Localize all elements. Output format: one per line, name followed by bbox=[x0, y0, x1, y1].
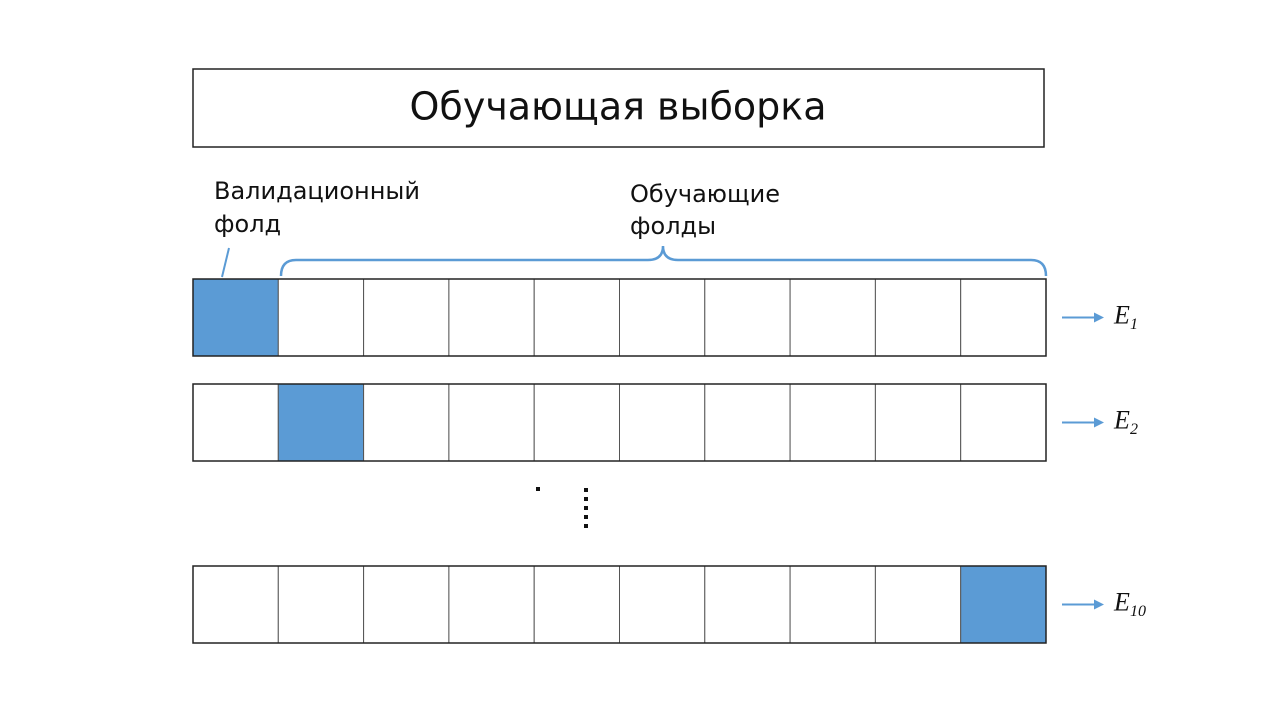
training-fold bbox=[704, 383, 791, 462]
error-subscript: 1 bbox=[1130, 316, 1138, 333]
title: Обучающая выборка bbox=[409, 85, 826, 129]
row-border bbox=[192, 383, 1047, 462]
training-fold bbox=[192, 383, 279, 462]
training-fold bbox=[448, 383, 535, 462]
training-fold bbox=[277, 565, 365, 644]
training-fold bbox=[874, 383, 962, 462]
training-fold bbox=[874, 565, 962, 644]
training-fold bbox=[192, 565, 279, 644]
training-fold bbox=[448, 278, 535, 357]
training-fold bbox=[277, 278, 365, 357]
training-fold bbox=[960, 383, 1047, 462]
arrow-head bbox=[1094, 417, 1104, 428]
validation-fold bbox=[192, 278, 279, 357]
arrow-head bbox=[1094, 312, 1104, 323]
title-box bbox=[192, 68, 1045, 148]
training-fold bbox=[960, 278, 1047, 357]
training-fold bbox=[704, 278, 791, 357]
training-fold bbox=[363, 383, 450, 462]
row-border bbox=[192, 565, 1047, 644]
training-fold bbox=[789, 383, 876, 462]
validation-label: Валидационный bbox=[214, 177, 420, 205]
training-fold bbox=[619, 565, 706, 644]
training-fold bbox=[619, 383, 706, 462]
training-fold bbox=[533, 278, 621, 357]
training-fold bbox=[619, 278, 706, 357]
training-fold bbox=[874, 278, 962, 357]
row-border bbox=[192, 278, 1047, 357]
error-subscript: 10 bbox=[1130, 603, 1146, 620]
dot bbox=[536, 487, 540, 491]
training-label: Обучающие bbox=[630, 180, 780, 208]
validation-label: фолд bbox=[214, 210, 281, 238]
brace bbox=[279, 245, 1048, 277]
arrow-head bbox=[1094, 599, 1104, 610]
training-fold bbox=[704, 565, 791, 644]
validation-fold bbox=[960, 565, 1047, 644]
error-subscript: 2 bbox=[1130, 421, 1138, 438]
training-fold bbox=[363, 278, 450, 357]
training-fold bbox=[533, 383, 621, 462]
training-fold bbox=[533, 565, 621, 644]
training-label: фолды bbox=[630, 212, 716, 240]
training-fold bbox=[363, 565, 450, 644]
training-fold bbox=[789, 278, 876, 357]
validation-fold bbox=[277, 383, 365, 462]
training-fold bbox=[789, 565, 876, 644]
training-fold bbox=[448, 565, 535, 644]
error-label: E bbox=[1113, 405, 1130, 434]
error-label: E bbox=[1113, 300, 1130, 329]
pointer-line bbox=[221, 247, 230, 278]
error-label: E bbox=[1113, 587, 1130, 616]
